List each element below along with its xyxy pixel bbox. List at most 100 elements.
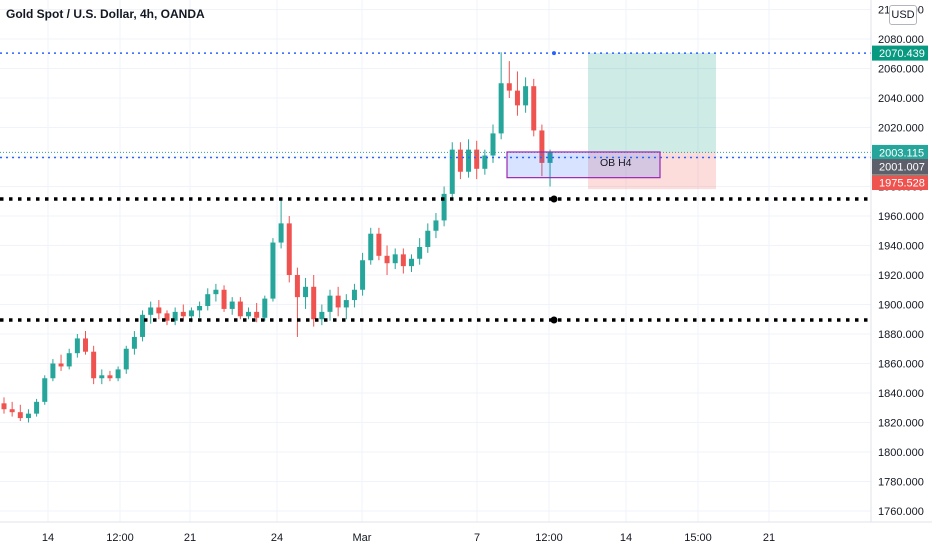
candle — [351, 283, 357, 308]
stop-loss-zone — [588, 152, 716, 190]
chart-title: Gold Spot / U.S. Dollar, 4h, OANDA — [6, 7, 205, 21]
candle — [83, 331, 88, 355]
tp-price-label: 2070.439 — [872, 45, 928, 61]
order-block-label: OB H4 — [600, 157, 632, 169]
candle — [9, 401, 15, 417]
candle-body — [254, 311, 260, 318]
candle-body — [327, 295, 333, 312]
candle — [34, 398, 40, 417]
candle — [539, 124, 545, 177]
candle — [368, 227, 374, 265]
chart-grid — [0, 0, 871, 522]
tp-anchor — [552, 51, 556, 56]
candle-body — [123, 348, 129, 370]
candle-body — [221, 289, 227, 309]
candle-body — [1, 403, 7, 410]
candle — [213, 283, 219, 302]
candle-body — [42, 378, 48, 402]
candle-body — [449, 149, 455, 194]
sl-price-label-text: 1975.528 — [879, 178, 925, 190]
candle-body — [213, 289, 219, 295]
y-tick-label: 1760.000 — [878, 506, 924, 518]
candle-body — [335, 295, 341, 308]
order-block: OB H4 — [506, 151, 661, 179]
candle-body — [172, 311, 178, 321]
candle-body — [490, 133, 496, 156]
candle-body — [17, 412, 23, 419]
candle — [66, 348, 72, 370]
y-tick-label: 1820.000 — [878, 418, 924, 430]
candle-body — [156, 307, 162, 314]
candle — [74, 334, 80, 358]
candle-body — [368, 233, 374, 261]
candle — [25, 409, 31, 423]
candle — [514, 71, 520, 116]
candle-body — [409, 258, 414, 267]
x-tick-label: 24 — [271, 532, 283, 544]
candle-body — [278, 223, 284, 243]
candle — [449, 142, 455, 200]
x-tick-label: Mar — [353, 532, 372, 544]
candle — [262, 295, 268, 321]
y-tick-label: 1840.000 — [878, 388, 924, 400]
candle — [523, 77, 529, 113]
candle-body — [303, 286, 309, 298]
candle-body — [188, 310, 194, 317]
candle-body — [514, 90, 520, 106]
candle — [311, 275, 317, 327]
candle-body — [294, 275, 300, 298]
candle-body — [466, 149, 472, 172]
candle-body — [539, 130, 545, 163]
candle — [148, 301, 154, 324]
order-block-box — [506, 151, 661, 179]
candle-body — [384, 255, 390, 264]
candle — [172, 307, 178, 326]
candle-body — [319, 311, 325, 320]
price-lines — [0, 51, 871, 324]
candle-body — [425, 230, 431, 247]
candle — [531, 78, 537, 137]
candle — [91, 345, 97, 385]
candle-body — [441, 193, 447, 221]
candle — [294, 267, 300, 337]
candle — [319, 304, 325, 326]
candle-body — [311, 286, 317, 320]
candle-body — [164, 313, 170, 321]
candle-body — [246, 311, 251, 317]
y-tick-label: 1940.000 — [878, 241, 924, 253]
currency-button[interactable]: USD — [889, 5, 917, 25]
candle — [50, 359, 56, 382]
candle-body — [360, 260, 366, 290]
candle-body — [197, 305, 203, 311]
current-price-label-text: 2003.115 — [879, 147, 924, 159]
y-tick-label: 1860.000 — [878, 359, 924, 371]
candle-body — [376, 233, 382, 256]
candle-body — [91, 351, 97, 379]
candle-body — [400, 254, 406, 267]
candle-body — [523, 86, 529, 106]
candle-body — [107, 375, 113, 379]
x-tick-label: 14 — [620, 532, 632, 544]
support-point-lower — [550, 316, 558, 324]
candle — [58, 354, 64, 371]
candle — [457, 142, 463, 180]
candle-body — [99, 375, 105, 379]
candle — [376, 227, 382, 261]
candle — [474, 140, 480, 180]
support-point-upper — [550, 195, 558, 203]
candle-body — [286, 223, 292, 275]
candle — [384, 245, 390, 275]
x-tick-label: 7 — [474, 532, 480, 544]
entry-price-label: 2001.007 — [872, 159, 928, 175]
candle-body — [25, 413, 31, 419]
x-tick-label: 14 — [42, 532, 54, 544]
y-tick-label: 2080.000 — [878, 34, 924, 46]
y-tick-label: 1800.000 — [878, 447, 924, 459]
candle-body — [140, 314, 146, 337]
candle-body — [66, 353, 72, 367]
candle — [425, 223, 431, 253]
x-tick-label: 21 — [763, 532, 775, 544]
candle-body — [351, 289, 357, 301]
candle-body — [506, 83, 512, 91]
